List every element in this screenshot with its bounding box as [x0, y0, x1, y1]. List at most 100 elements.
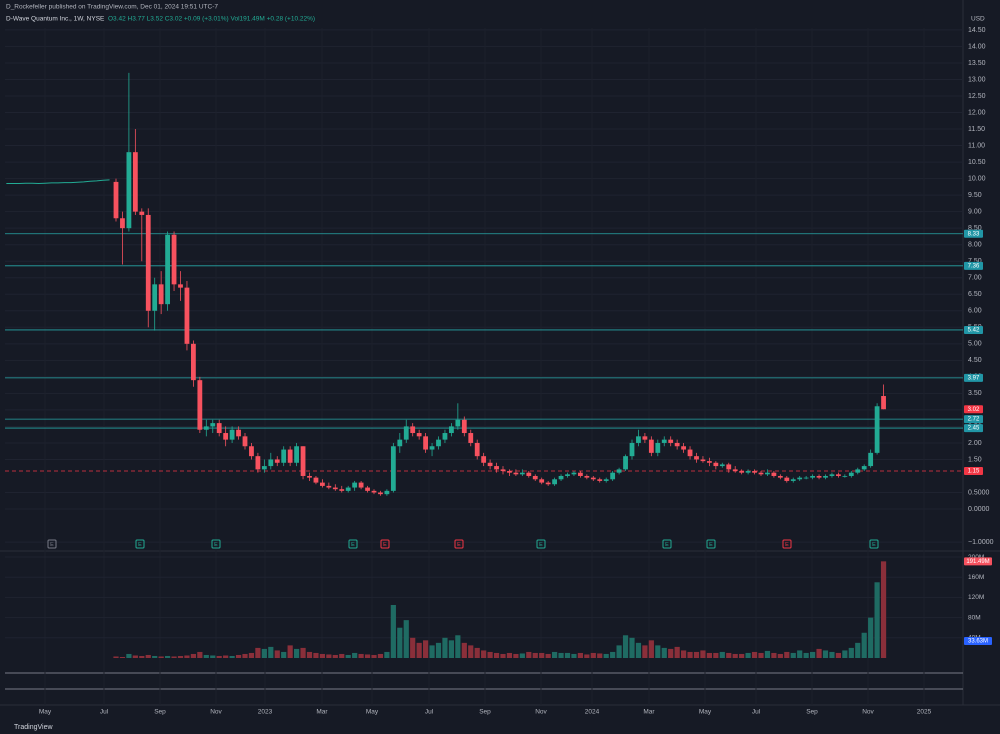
candle-body [126, 152, 132, 229]
y-tick-label: 9.00 [968, 208, 982, 215]
symbol-title: D-Wave Quantum Inc., 1W, NYSE [6, 16, 105, 23]
volume-bar [784, 651, 790, 658]
candle-body [590, 477, 596, 480]
y-tick-label: 13.50 [968, 60, 986, 67]
candle-body [197, 380, 203, 430]
volume-tag-bg [964, 557, 992, 566]
candle-body [610, 472, 616, 480]
candle-body [694, 456, 699, 460]
earnings-label: E [785, 542, 789, 548]
volume-bar [648, 640, 654, 658]
candle-body [713, 462, 719, 467]
candle-body [384, 490, 390, 495]
x-tick-label: Nov [535, 709, 547, 716]
candle-body [294, 446, 299, 463]
candle-body [332, 487, 338, 490]
candle-body [519, 472, 525, 475]
x-tick-label: Nov [862, 709, 874, 716]
x-tick-label: May [366, 709, 379, 716]
candle-body [771, 472, 777, 476]
candle-body [300, 446, 306, 476]
volume-bar [158, 656, 164, 658]
level-tag-bg [964, 261, 983, 270]
volume-bar [326, 654, 332, 658]
volume-bar [519, 653, 525, 658]
candle-body [732, 469, 738, 472]
candle-body [558, 475, 564, 480]
volume-bar [139, 655, 145, 658]
candle-body [120, 218, 125, 229]
earnings-label: E [214, 542, 218, 548]
candle-body [739, 471, 745, 473]
volume-bar [700, 650, 706, 658]
candle-body [461, 419, 467, 434]
volume-bar [235, 654, 242, 658]
y-tick-label: 10.00 [968, 175, 986, 182]
volume-bar [306, 651, 313, 658]
candle-body [436, 439, 441, 447]
volume-bar [693, 651, 700, 658]
candle-body [816, 475, 822, 478]
level-tag-bg [964, 415, 983, 424]
candle-body [274, 459, 280, 463]
y-tick-label: 12.50 [968, 93, 986, 100]
candle-body [848, 472, 854, 476]
y-tick-label: 0.0000 [968, 506, 990, 513]
candle-body [790, 479, 796, 481]
candle-body [345, 487, 351, 491]
volume-bar [822, 650, 829, 658]
y-tick-label: −1.0000 [968, 539, 994, 546]
candle-body [236, 429, 241, 437]
volume-bar [274, 650, 280, 658]
volume-bar [764, 650, 771, 658]
volume-bar [674, 646, 680, 658]
candle-body [823, 475, 828, 478]
volume-bar [261, 648, 267, 658]
earnings-marker [782, 539, 792, 549]
candle-body [474, 442, 480, 457]
candle-body [623, 456, 628, 470]
volume-bar [177, 655, 184, 658]
candle-body [745, 471, 751, 473]
volume-bar [358, 653, 364, 658]
candle-body [494, 466, 499, 470]
volume-bar [810, 651, 816, 658]
volume-bar [816, 648, 822, 658]
candle-body [532, 475, 538, 480]
volume-bar [797, 650, 803, 658]
volume-bar [745, 652, 751, 658]
volume-tick-label: 120M [968, 594, 984, 601]
volume-bar [751, 651, 758, 658]
volume-bar [713, 652, 719, 658]
volume-bar [771, 652, 777, 658]
y-tick-label: 1.50 [968, 456, 982, 463]
volume-bar [287, 645, 293, 658]
candle-body [500, 469, 506, 472]
volume-bar [552, 651, 558, 658]
candle-body [358, 482, 364, 488]
candle-body [597, 479, 603, 481]
candle-body [681, 446, 686, 450]
volume-bar [448, 640, 454, 658]
x-tick-label: May [39, 709, 52, 716]
x-tick-label: Sep [479, 709, 491, 716]
volume-bar [758, 652, 764, 658]
volume-bar [835, 652, 841, 658]
candle-body [178, 284, 183, 288]
candle-body [526, 472, 532, 476]
volume-bar [171, 656, 177, 658]
volume-bar [410, 637, 416, 658]
candle-body [861, 466, 867, 470]
volume-bar [687, 651, 693, 658]
candle-body [829, 474, 835, 476]
candle-body [571, 472, 577, 475]
level-tag-bg [964, 373, 983, 382]
volume-bar [429, 645, 435, 658]
volume-bar [635, 642, 642, 658]
candle-body [352, 482, 358, 488]
volume-bar [197, 651, 203, 658]
candle-body [881, 396, 886, 410]
ohlc-legend: O3.42 H3.77 L3.52 C3.02 +0.09 (+3.01%) V… [108, 16, 315, 23]
candle-body [836, 474, 841, 476]
